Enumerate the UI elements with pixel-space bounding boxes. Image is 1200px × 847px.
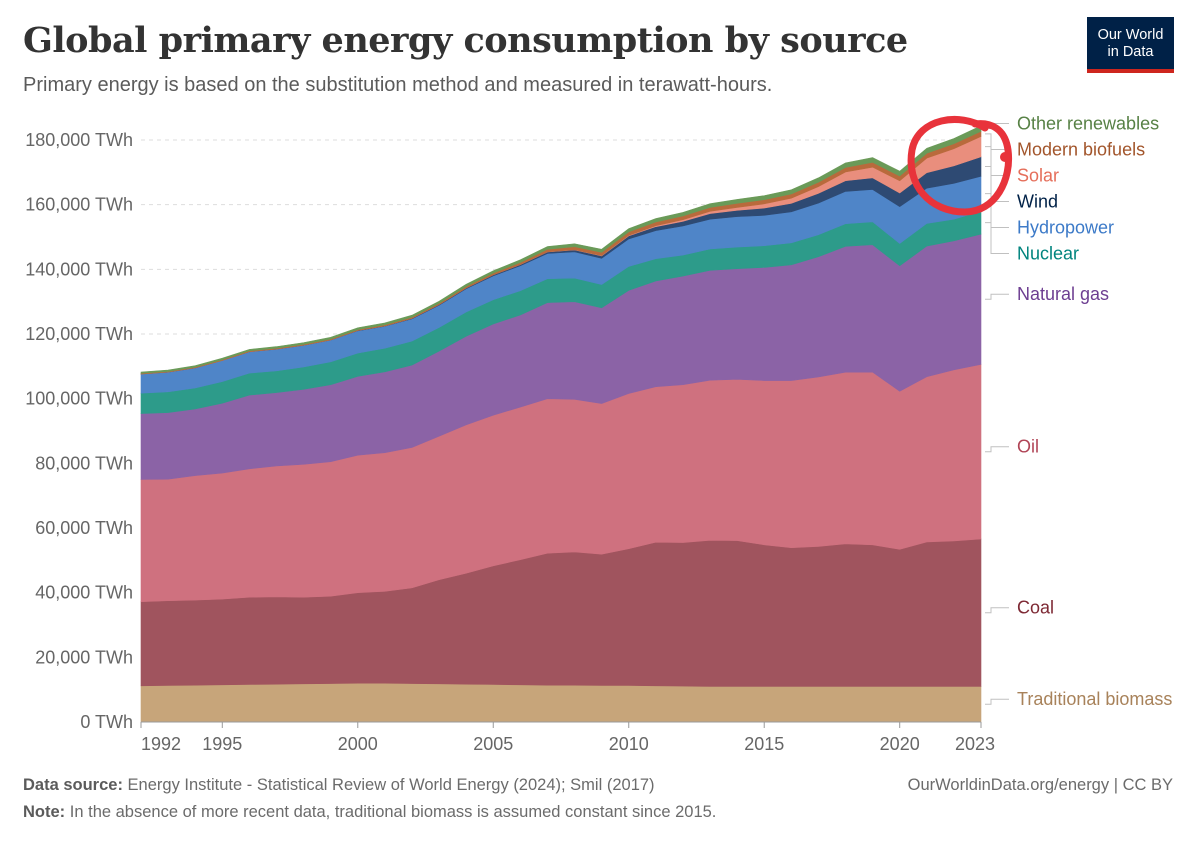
annotation-dot	[1000, 152, 1010, 162]
logo-line-2: in Data	[1107, 44, 1154, 60]
y-tick-label: 0 TWh	[80, 712, 133, 732]
x-axis: 1992 1995 2000 2005 2010 2015 2020 2023	[140, 721, 995, 754]
footnote: Note: In the absence of more recent data…	[23, 803, 716, 822]
series-label: Hydropower	[1017, 218, 1114, 238]
series-label: Nuclear	[1017, 244, 1079, 264]
label-leader-line	[985, 146, 1009, 177]
data-source-text: Energy Institute - Statistical Review of…	[127, 776, 655, 794]
y-tick-label: 180,000 TWh	[25, 130, 133, 150]
x-tick-label: 2005	[473, 734, 513, 754]
label-leader-line	[985, 698, 1009, 705]
x-tick-label: 1995	[202, 734, 242, 754]
y-tick-label: 80,000 TWh	[35, 453, 133, 473]
red-circle-annotation	[907, 115, 1013, 216]
annotation-circle	[907, 115, 1013, 216]
series-label: Coal	[1017, 598, 1054, 618]
note-label: Note:	[23, 803, 66, 821]
series-labels: Traditional biomass Coal Oil Natural gas Nuc…	[985, 114, 1172, 709]
y-tick-label: 20,000 TWh	[35, 647, 133, 667]
x-tick-label: 2020	[880, 734, 920, 754]
x-tick-label: 1992	[141, 734, 181, 754]
owid-logo[interactable]: Our World in Data	[1087, 17, 1174, 73]
x-tick-label: 2010	[609, 734, 649, 754]
credit-link[interactable]: OurWorldinData.org/energy | CC BY	[907, 776, 1173, 794]
x-tick-label: 2023	[955, 734, 995, 754]
y-tick-label: 160,000 TWh	[25, 195, 133, 215]
y-tick-label: 100,000 TWh	[25, 389, 133, 409]
series-label: Oil	[1017, 437, 1039, 457]
series-label: Other renewables	[1017, 114, 1159, 134]
y-axis-ticks: 0 TWh 20,000 TWh 40,000 TWh 60,000 TWh 80,00…	[25, 130, 133, 732]
x-tick-label: 2000	[338, 734, 378, 754]
label-leader-line	[985, 293, 1009, 300]
series-label: Natural gas	[1017, 284, 1109, 304]
chart-title: Global primary energy consumption by sou…	[23, 20, 908, 61]
label-leader-line	[985, 446, 1009, 453]
series-label: Wind	[1017, 192, 1058, 212]
series-label: Traditional biomass	[1017, 689, 1172, 709]
data-source: Data source: Energy Institute - Statisti…	[23, 776, 655, 795]
area-other-renewables	[140, 125, 982, 374]
label-leader-line	[985, 193, 1009, 229]
area-series	[140, 125, 982, 723]
label-leader-line	[985, 607, 1009, 614]
series-label: Modern biofuels	[1017, 140, 1145, 160]
chart-subtitle: Primary energy is based on the substitut…	[23, 74, 773, 96]
note-text: In the absence of more recent data, trad…	[69, 803, 717, 821]
label-leader-line	[985, 133, 1009, 151]
y-tick-label: 120,000 TWh	[25, 324, 133, 344]
label-leader-line	[985, 166, 1009, 203]
y-tick-label: 140,000 TWh	[25, 259, 133, 279]
x-tick-label: 2015	[744, 734, 784, 754]
series-label: Solar	[1017, 166, 1059, 186]
label-leader-line	[985, 222, 1009, 255]
data-source-label: Data source:	[23, 776, 123, 794]
y-tick-label: 40,000 TWh	[35, 583, 133, 603]
logo-red-bar	[1087, 69, 1174, 73]
area-traditional-biomass	[140, 682, 982, 723]
y-tick-label: 60,000 TWh	[35, 518, 133, 538]
logo-line-1: Our World	[1097, 27, 1164, 43]
